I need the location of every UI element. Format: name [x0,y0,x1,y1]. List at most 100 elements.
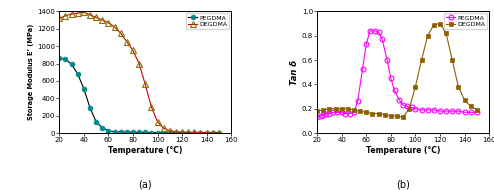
Y-axis label: Tan δ: Tan δ [290,60,299,85]
DEGDMA [130,49,136,52]
DEGDMA [56,17,62,20]
DEGDMA [412,86,418,88]
DEGDMA [418,59,424,61]
PEGDMA [367,30,373,32]
PEGDMA [375,31,381,33]
PEGDMA [323,112,329,115]
X-axis label: Temperature (°C): Temperature (°C) [366,146,440,155]
PEGDMA [155,131,161,134]
PEGDMA [124,131,130,133]
DEGDMA [62,15,68,17]
DEGDMA [161,127,166,129]
DEGDMA [198,131,204,134]
PEGDMA [455,110,461,112]
PEGDMA [198,132,204,134]
PEGDMA [443,110,449,112]
DEGDMA [155,121,161,123]
PEGDMA [355,100,361,103]
PEGDMA [334,111,340,113]
DEGDMA [437,22,443,25]
DEGDMA [69,13,75,15]
PEGDMA [449,110,455,112]
DEGDMA [339,108,345,110]
PEGDMA [327,112,332,115]
DEGDMA [167,130,173,132]
PEGDMA [400,104,406,106]
Y-axis label: Storage Modulus E’ (MPa): Storage Modulus E’ (MPa) [28,24,35,120]
DEGDMA [136,62,142,65]
X-axis label: Temperature (°C): Temperature (°C) [108,146,182,155]
PEGDMA [136,131,142,134]
PEGDMA [87,107,93,109]
DEGDMA [443,32,449,34]
Line: PEGDMA: PEGDMA [315,28,479,120]
PEGDMA [412,108,418,110]
PEGDMA [342,112,348,115]
PEGDMA [204,132,209,134]
PEGDMA [392,89,398,92]
PEGDMA [468,111,474,113]
DEGDMA [124,41,130,43]
DEGDMA [425,35,431,37]
PEGDMA [148,131,154,134]
PEGDMA [461,111,467,113]
DEGDMA [320,109,326,111]
PEGDMA [167,132,173,134]
PEGDMA [330,111,336,113]
DEGDMA [112,26,118,28]
DEGDMA [87,14,93,16]
Legend: PEGDMA, DEGDMA: PEGDMA, DEGDMA [186,13,229,29]
DEGDMA [179,131,185,133]
DEGDMA [394,115,400,117]
PEGDMA [431,109,437,111]
PEGDMA [397,99,403,101]
DEGDMA [388,115,394,117]
DEGDMA [406,108,412,110]
PEGDMA [363,43,369,45]
PEGDMA [384,59,390,61]
PEGDMA [62,58,68,60]
PEGDMA [339,111,345,113]
PEGDMA [216,132,222,134]
PEGDMA [379,38,385,40]
PEGDMA [437,110,443,112]
DEGDMA [400,116,406,118]
DEGDMA [191,131,197,134]
DEGDMA [431,24,437,26]
PEGDMA [81,88,87,90]
DEGDMA [148,106,154,108]
DEGDMA [327,108,332,110]
PEGDMA [69,63,75,66]
PEGDMA [425,109,431,111]
PEGDMA [418,109,424,111]
DEGDMA [449,59,455,61]
PEGDMA [173,132,179,134]
PEGDMA [75,73,81,75]
DEGDMA [216,131,222,134]
PEGDMA [388,77,394,79]
PEGDMA [210,132,216,134]
DEGDMA [105,21,111,24]
PEGDMA [318,115,324,117]
PEGDMA [93,121,99,123]
DEGDMA [173,131,179,133]
Title: (a): (a) [138,180,152,190]
DEGDMA [142,83,148,86]
DEGDMA [345,108,351,110]
DEGDMA [351,109,357,111]
DEGDMA [210,131,216,134]
DEGDMA [99,19,105,21]
DEGDMA [382,114,388,116]
PEGDMA [179,132,185,134]
PEGDMA [56,57,62,59]
PEGDMA [142,131,148,134]
PEGDMA [118,131,124,133]
PEGDMA [130,131,136,133]
DEGDMA [357,110,363,112]
DEGDMA [370,112,375,115]
DEGDMA [93,16,99,19]
PEGDMA [112,131,118,133]
DEGDMA [455,86,461,88]
DEGDMA [204,131,209,134]
DEGDMA [461,99,467,101]
